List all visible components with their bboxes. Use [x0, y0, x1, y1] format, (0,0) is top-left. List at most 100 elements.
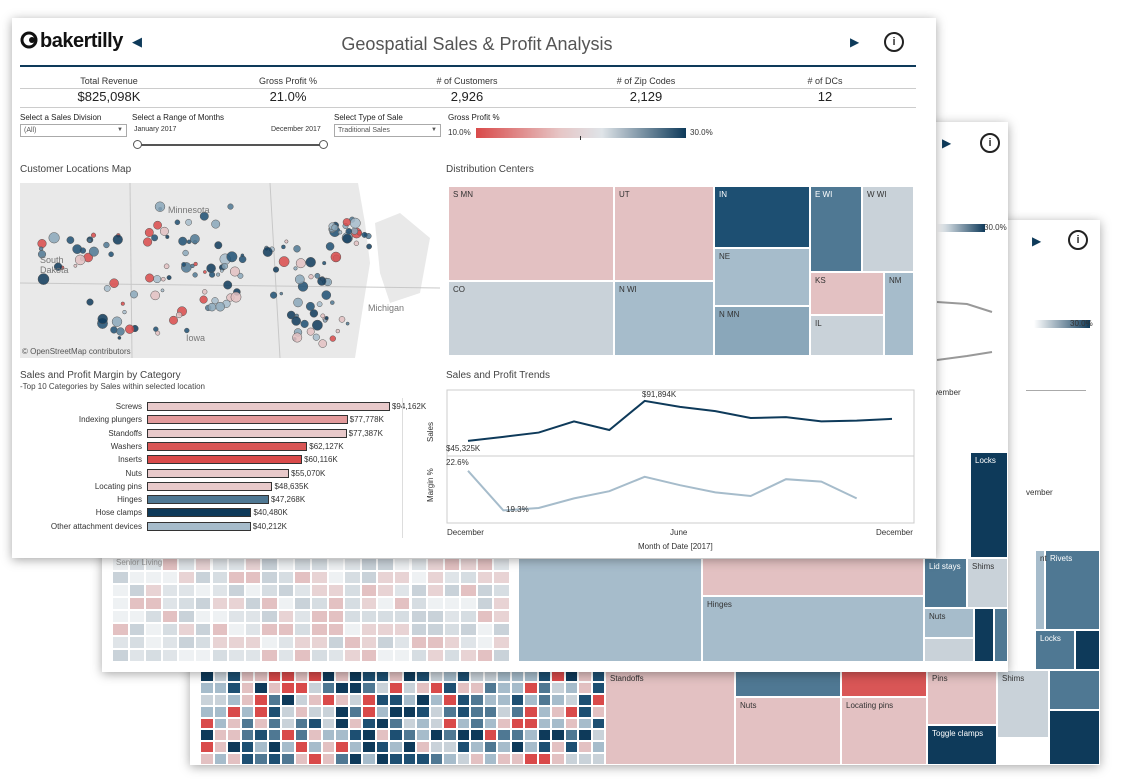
customer-dot[interactable]	[103, 241, 110, 249]
customer-dot[interactable]	[144, 228, 154, 237]
customer-dot[interactable]	[153, 220, 162, 230]
customer-dot[interactable]	[342, 218, 351, 227]
bar-row[interactable]: Hinges $47,268K	[20, 495, 440, 506]
customer-dot[interactable]	[308, 274, 314, 280]
customer-dot[interactable]	[312, 333, 320, 341]
customer-dot[interactable]	[272, 266, 280, 273]
customer-dot[interactable]	[202, 289, 208, 295]
bar-row[interactable]: Screws $94,162K	[20, 402, 440, 413]
sale-type-dropdown[interactable]: Traditional Sales ▼	[334, 124, 441, 137]
customer-dot[interactable]	[207, 302, 217, 312]
customer-dot[interactable]	[181, 262, 187, 267]
customer-dot[interactable]	[281, 244, 286, 250]
dc-treemap[interactable]: S MN UT IN E WI W WI CO N WI NE KS NM N …	[448, 186, 914, 356]
customer-dot[interactable]	[293, 245, 301, 253]
customer-dot[interactable]	[175, 311, 183, 319]
customer-dot[interactable]	[312, 319, 323, 331]
customer-dot[interactable]	[318, 339, 327, 348]
customer-dot[interactable]	[37, 250, 47, 259]
dc-cell-ks[interactable]: KS	[810, 272, 884, 315]
bar-row[interactable]: Washers $62,127K	[20, 441, 440, 453]
customer-dot[interactable]	[154, 201, 166, 212]
customer-dot[interactable]	[166, 275, 172, 281]
bar-row[interactable]: Nuts $55,070K	[20, 468, 440, 480]
customer-dot[interactable]	[88, 246, 99, 257]
dc-cell-ut[interactable]: UT	[614, 186, 714, 281]
division-dropdown[interactable]: (All) ▼	[20, 124, 127, 137]
customer-dot[interactable]	[317, 276, 327, 286]
customer-dot[interactable]	[294, 274, 305, 285]
dc-cell-e-wi[interactable]: E WI	[810, 186, 862, 272]
customer-dot[interactable]	[211, 297, 219, 305]
customer-dot[interactable]	[190, 234, 200, 244]
bar[interactable]	[147, 402, 390, 411]
bar-row[interactable]: Locating pins $48,635K	[20, 481, 440, 493]
dc-cell-n-mn[interactable]: N MN	[714, 306, 810, 356]
customer-dot[interactable]	[163, 263, 170, 270]
customer-dot[interactable]	[330, 251, 342, 263]
customer-dot[interactable]	[37, 273, 50, 285]
dc-cell-in[interactable]: IN	[714, 186, 810, 248]
customer-dot[interactable]	[192, 272, 198, 278]
customer-dot[interactable]	[120, 301, 125, 306]
customer-dot[interactable]	[291, 316, 301, 326]
bar-row[interactable]: Other attachment devices $40,212K	[20, 521, 440, 533]
customer-dot[interactable]	[86, 298, 94, 306]
customer-dot[interactable]	[178, 236, 188, 246]
customer-dot[interactable]	[305, 257, 316, 268]
customer-dot[interactable]	[329, 335, 336, 342]
bar[interactable]	[147, 415, 348, 425]
customer-dot[interactable]	[182, 249, 189, 257]
customer-dot[interactable]	[293, 297, 303, 308]
customer-dot[interactable]	[153, 275, 162, 284]
customer-dot[interactable]	[295, 258, 306, 269]
customer-dot[interactable]	[211, 219, 221, 229]
margin-line[interactable]	[467, 470, 858, 512]
customer-dot[interactable]	[331, 224, 339, 232]
customer-dot[interactable]	[220, 269, 224, 273]
customer-dot[interactable]	[66, 236, 75, 244]
customer-dot[interactable]	[155, 330, 161, 336]
bar[interactable]	[147, 455, 303, 465]
customer-dot[interactable]	[53, 262, 63, 271]
bar[interactable]	[147, 428, 347, 438]
customer-dot[interactable]	[226, 251, 238, 263]
customer-dot[interactable]	[353, 240, 360, 246]
customer-dot[interactable]	[216, 272, 221, 277]
customer-dot[interactable]	[122, 309, 127, 315]
customer-dot[interactable]	[199, 211, 209, 221]
bar[interactable]	[147, 521, 251, 531]
customer-dot[interactable]	[314, 272, 321, 279]
customer-dot[interactable]	[161, 276, 166, 282]
customer-dot[interactable]	[351, 227, 359, 235]
customer-dot[interactable]	[330, 300, 335, 305]
customer-dot[interactable]	[230, 291, 242, 303]
customer-dot[interactable]	[184, 327, 190, 334]
customer-dot[interactable]	[143, 237, 153, 247]
customer-dot[interactable]	[48, 232, 60, 244]
months-slider-end-handle[interactable]	[319, 140, 328, 149]
bar[interactable]	[147, 468, 290, 478]
dc-cell-ne[interactable]: NE	[714, 248, 810, 306]
months-slider-track[interactable]	[138, 144, 324, 146]
customer-dot[interactable]	[324, 316, 329, 321]
customer-dot[interactable]	[159, 226, 169, 236]
customer-dot[interactable]	[325, 242, 335, 251]
customer-dot[interactable]	[38, 246, 44, 251]
customer-dot[interactable]	[345, 321, 350, 326]
customer-dot[interactable]	[240, 253, 245, 258]
customer-dot[interactable]	[278, 256, 290, 267]
customer-dot[interactable]	[322, 261, 327, 266]
bar-row[interactable]: Hose clamps $40,480K	[20, 508, 440, 519]
bar[interactable]	[147, 481, 273, 491]
bar[interactable]	[147, 508, 252, 518]
customer-dot[interactable]	[130, 290, 138, 299]
bar[interactable]	[147, 441, 308, 451]
customer-dot[interactable]	[305, 301, 315, 311]
bar[interactable]	[147, 495, 269, 505]
customer-dot[interactable]	[151, 234, 159, 242]
customer-dot[interactable]	[342, 233, 353, 244]
customer-dot[interactable]	[309, 309, 319, 318]
customer-dot[interactable]	[116, 327, 125, 336]
collapse-arrow-icon[interactable]: ◀	[132, 34, 142, 49]
